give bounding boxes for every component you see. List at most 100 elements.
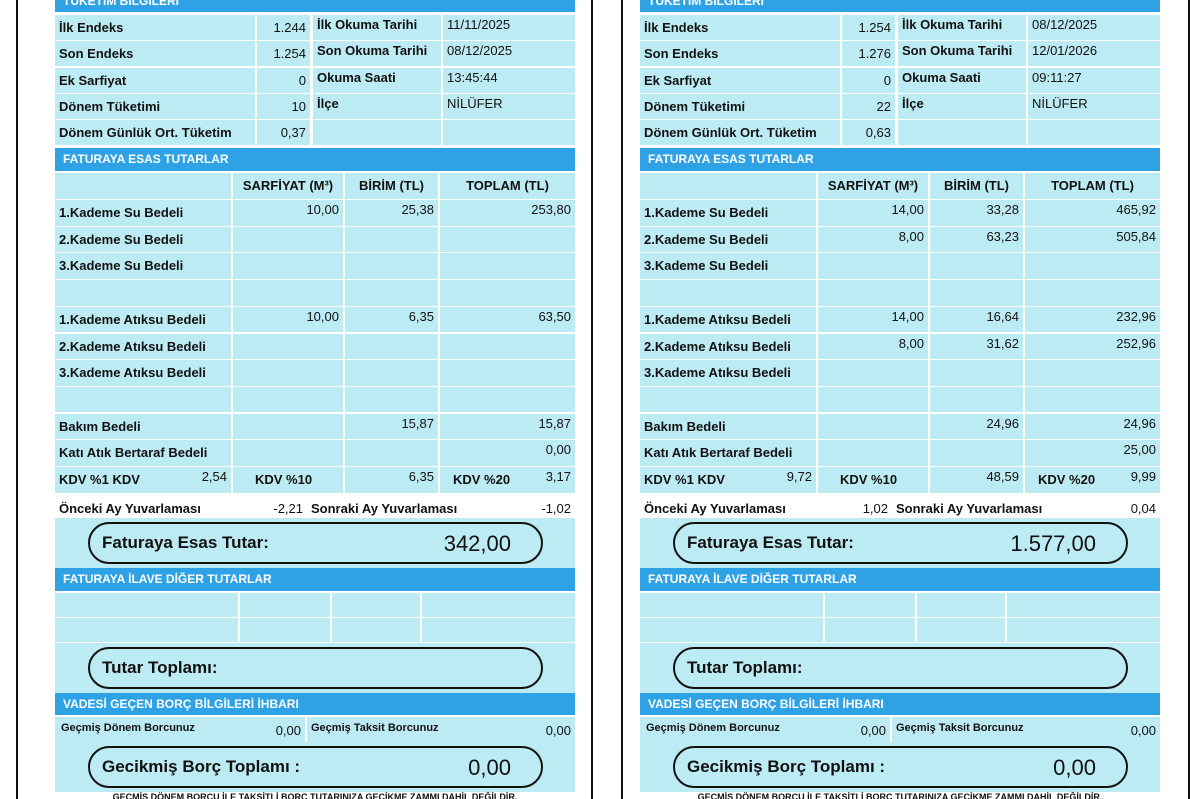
row-label: Katı Atık Bertaraf Bedeli [644,445,793,461]
row-label: 3.Kademe Su Bedeli [59,258,184,274]
cell [640,306,816,333]
cell [818,306,928,333]
cell [930,333,1023,359]
cell [930,280,1023,306]
cell [55,280,231,306]
info-value: 1.276 [858,46,891,62]
info-value: 10 [291,98,306,114]
total-label: Gecikmiş Borç Toplamı : [102,757,301,776]
cell [930,386,1023,413]
info-value: NİLÜFER [447,95,503,111]
cell [640,67,840,93]
row-value: 25,38 [401,202,434,217]
cell [917,593,1005,617]
info-value: 0,37 [280,125,306,141]
cell [640,41,840,67]
info-value: 22 [876,98,891,114]
cell [1025,306,1160,333]
cell [640,440,816,466]
row-value: 465,92 [1116,202,1156,217]
kdv-value: 2,54 [201,469,227,484]
footer-note: GEÇMİŞ DÖNEM BORCU İLE TAKSİTLİ BORÇ TUT… [112,792,518,799]
cell [332,593,420,617]
info-label: Son Endeks [644,46,719,62]
cell [640,618,823,642]
cell [332,618,420,642]
cell [818,226,928,253]
cell [55,467,231,493]
cell [257,15,310,40]
info-value: 1.254 [858,20,891,35]
section-title: FATURAYA İLAVE DİĞER TUTARLAR [648,572,857,586]
total-label: Faturaya Esas Tutar: [102,533,269,552]
cell [55,717,305,743]
footer-note: GEÇMİŞ DÖNEM BORCU İLE TAKSİTLİ BORÇ TUT… [697,792,1103,799]
cell [55,593,238,617]
kdv-value: 9,72 [786,469,812,484]
cell [898,93,1026,119]
cell [1025,386,1160,413]
cell [640,226,816,253]
total-label: Faturaya Esas Tutar: [687,533,854,552]
cell [1025,333,1160,359]
cell [345,200,438,226]
row-label: 3.Kademe Su Bedeli [644,258,769,274]
info-label: İlçe [902,95,924,111]
cell [818,413,928,440]
info-value: 08/12/2025 [447,43,513,59]
cell [345,333,438,359]
cell [930,200,1023,226]
cell [313,120,441,146]
kdv-label: KDV %10 [255,472,313,487]
row-value: 15,87 [538,415,571,431]
kdv-label: KDV %1 KDV [59,472,140,487]
cell [842,67,895,93]
debt-value: 0,00 [860,723,886,738]
info-label: İlk Endeks [644,20,709,35]
total-oval [88,746,543,788]
info-value: 0,63 [865,125,891,141]
cell [345,173,438,199]
cell [640,173,816,199]
rounding-value: 1,02 [862,501,888,516]
cell [55,15,255,40]
cell [930,413,1023,440]
cell [640,386,816,413]
section-header [55,148,575,171]
info-label: Dönem Tüketimi [59,98,161,114]
cell [233,226,343,253]
row-value: 24,96 [986,415,1019,431]
section-header [55,693,575,715]
cell [233,360,343,386]
rounding-label: Önceki Ay Yuvarlaması [59,501,201,516]
section-header [640,0,1160,12]
cell [345,440,438,466]
row-value: 232,96 [1116,308,1156,324]
cell [930,467,1023,493]
cell [818,386,928,413]
cell [930,306,1023,333]
cell [818,360,928,386]
info-value: 1.254 [273,46,306,62]
row-label: 1.Kademe Atıksu Bedeli [59,311,206,327]
row-value: 63,50 [538,308,571,324]
row-label: Bakım Bedeli [59,418,141,434]
cell [1007,618,1160,642]
cell [640,360,816,386]
row-value: 14,00 [891,308,924,324]
info-label: Dönem Tüketimi [644,98,746,114]
cell [233,306,343,333]
row-value: 0,00 [545,442,571,458]
row-value: 505,84 [1116,228,1156,244]
info-value: NİLÜFER [1032,95,1088,111]
kdv-value: 3,17 [545,469,571,484]
cell [440,253,575,279]
cell [55,386,231,413]
total-value: 0,00 [1053,755,1096,780]
cell [825,618,915,642]
row-label: 1.Kademe Su Bedeli [59,205,184,220]
cell [345,280,438,306]
info-label: Ek Sarfiyat [59,72,127,88]
cell [440,467,575,493]
debt-label: Geçmiş Dönem Borcunuz [61,722,195,734]
